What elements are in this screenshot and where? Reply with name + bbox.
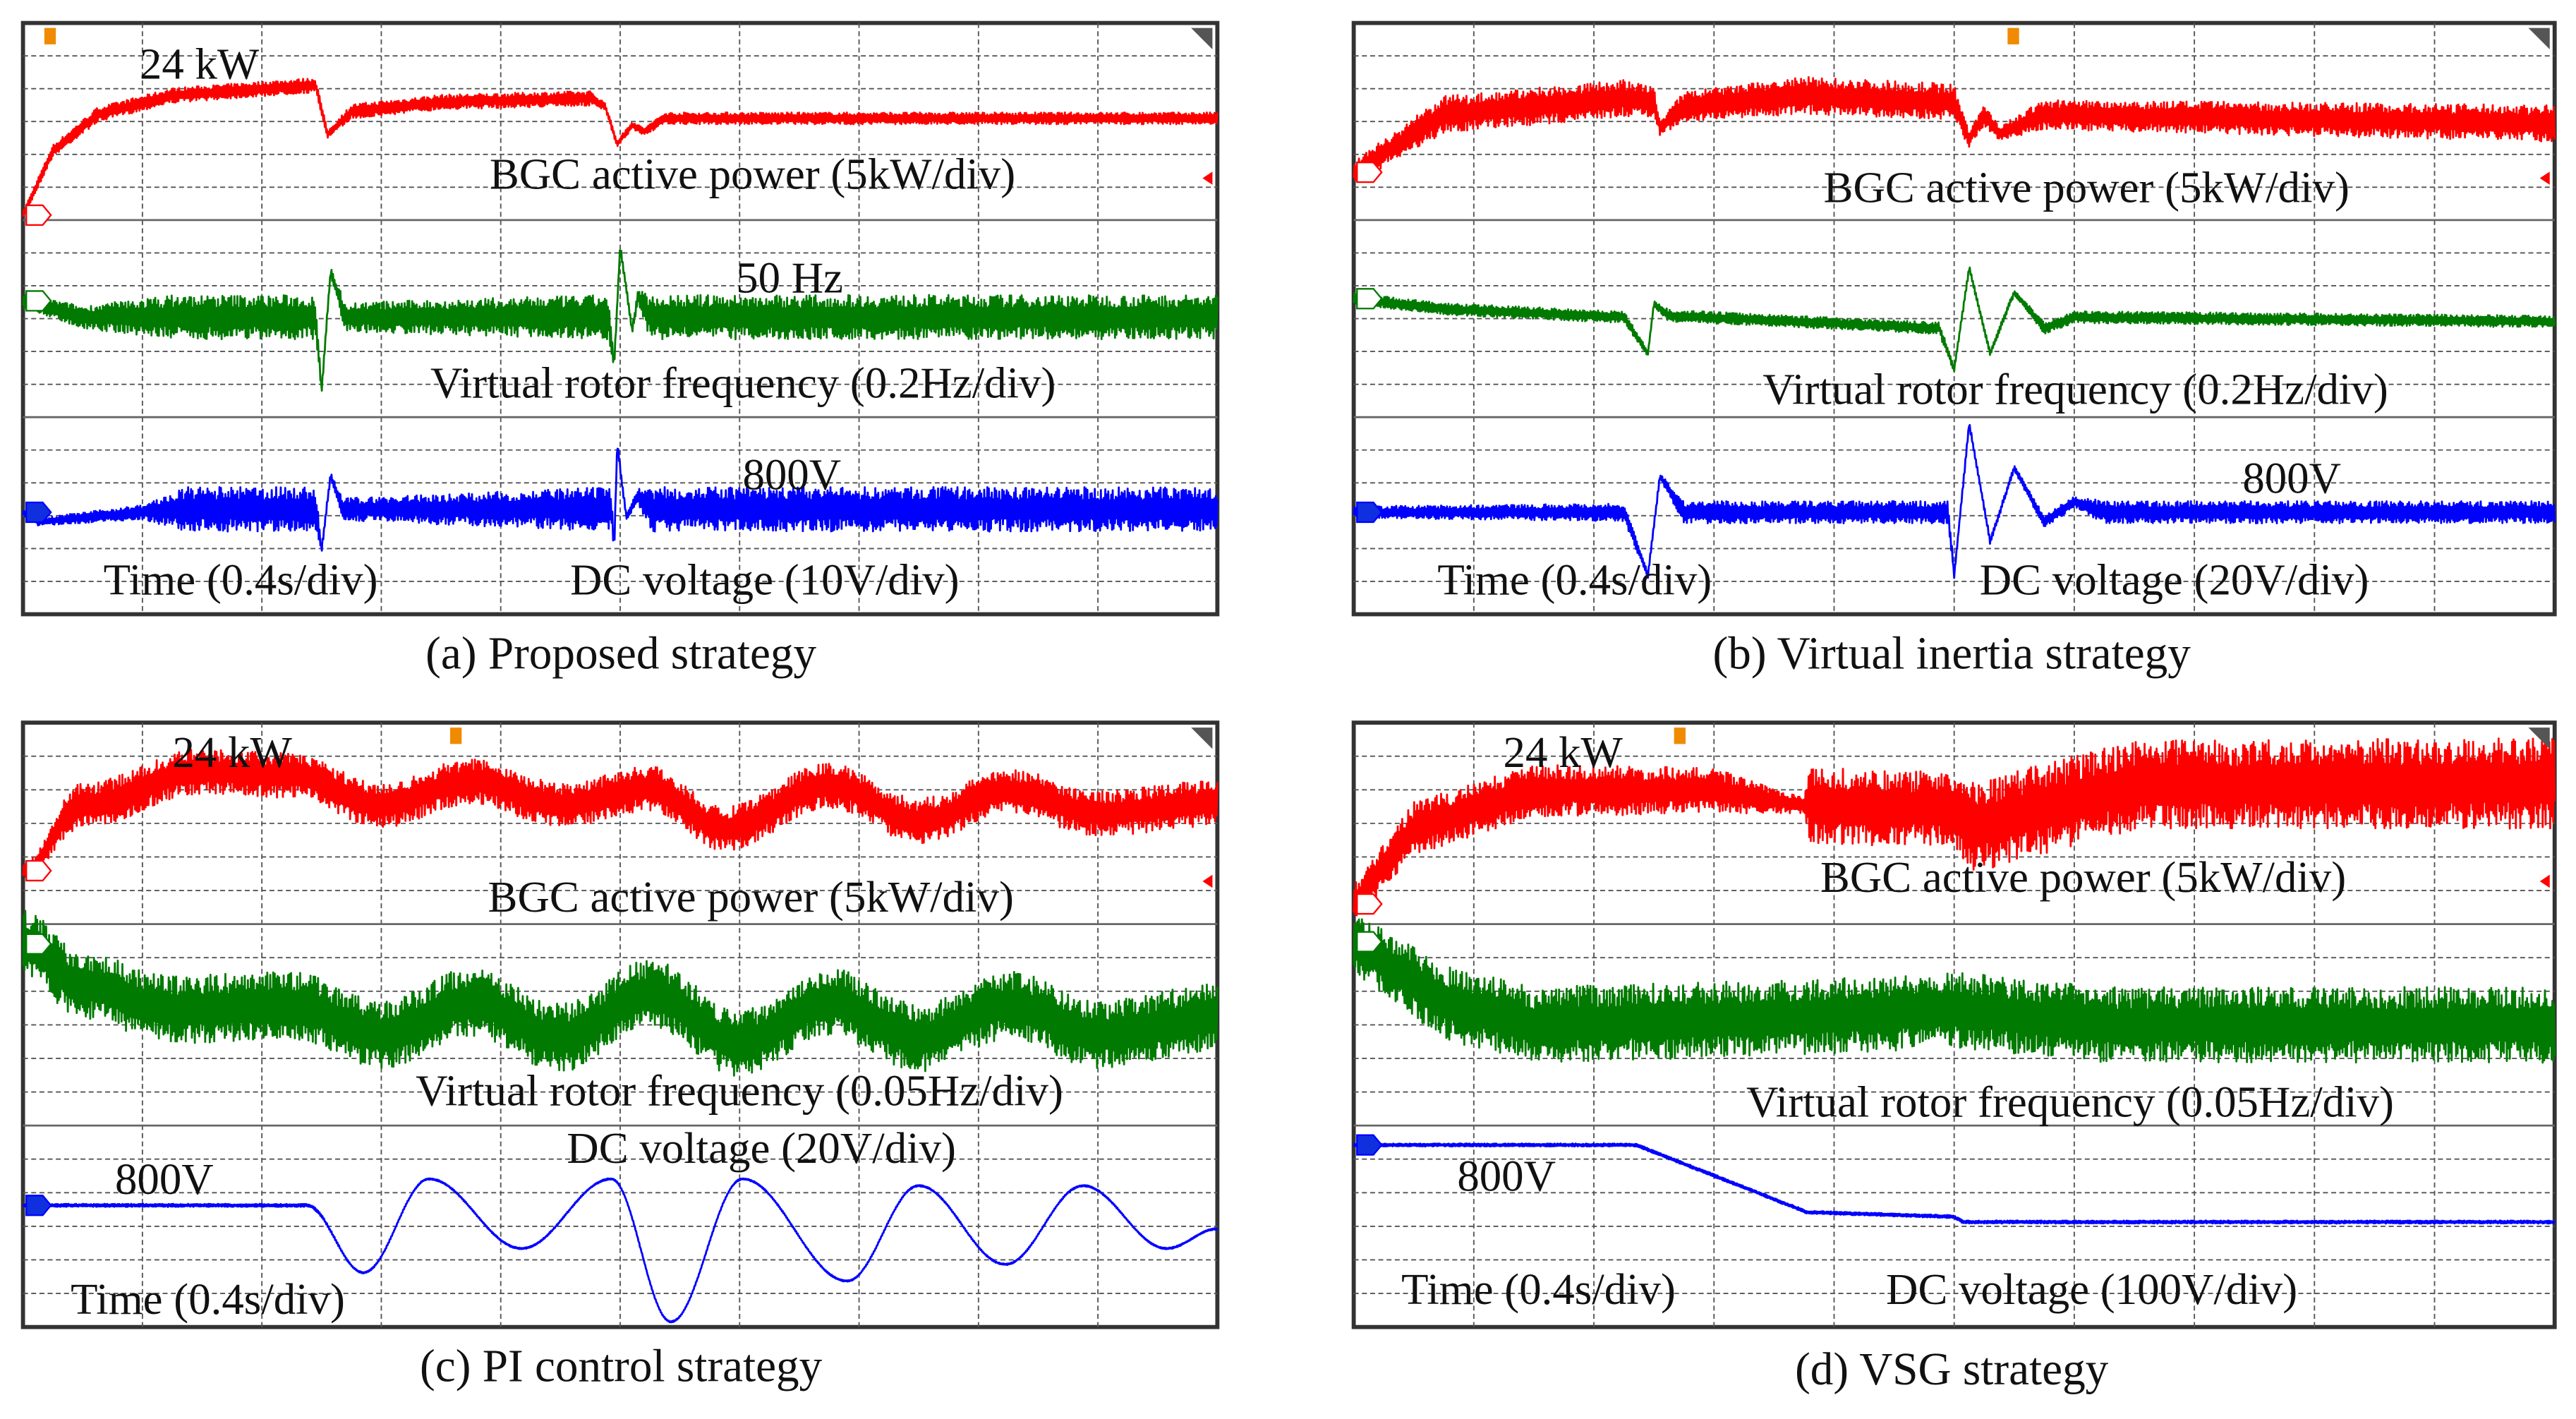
trace-virtual-rotor-frequency (22, 910, 1219, 1077)
channel-marker-icon (1356, 931, 1383, 953)
time-scale-label: Time (0.4s/div) (1437, 555, 1712, 605)
panel-caption: (a) Proposed strategy (425, 628, 816, 679)
scope-panel (1351, 720, 2557, 1329)
volt-ref-label: 800V (742, 450, 841, 500)
corner-indicator-icon (1191, 28, 1213, 49)
panel-caption: (b) Virtual inertia strategy (1713, 628, 2191, 679)
channel-marker-icon (25, 290, 52, 312)
freq-scale-label: Virtual rotor frequency (0.2Hz/div) (430, 358, 1056, 407)
trace-dc-voltage (1353, 1142, 2556, 1225)
trace-dc-voltage (22, 447, 1219, 552)
level-arrow-icon (2539, 171, 2550, 185)
trigger-marker-icon (44, 28, 56, 44)
power-scale-label: BGC active power (5kW/div) (1824, 162, 2350, 212)
channel-marker-icon (25, 859, 52, 882)
channel-marker-icon (1356, 162, 1383, 183)
power-scale-label: BGC active power (5kW/div) (490, 150, 1015, 199)
channel-marker-icon (1356, 288, 1383, 310)
volt-scale-label: DC voltage (20V/div) (567, 1123, 956, 1173)
panel-c-labels: 24 kW BGC active power (5kW/div) Virtual… (71, 727, 1063, 1391)
power-scale-label: BGC active power (5kW/div) (488, 872, 1014, 922)
trigger-marker-icon (2007, 28, 2019, 44)
freq-scale-label: Virtual rotor frequency (0.05Hz/div) (416, 1065, 1063, 1115)
volt-ref-label: 800V (115, 1154, 214, 1204)
channel-marker-icon (1356, 1134, 1383, 1156)
channel-marker-icon (25, 933, 52, 955)
freq-ref-label: 50 Hz (736, 253, 843, 302)
trigger-marker-icon (449, 727, 462, 744)
trace-bgc-active-power (1353, 737, 2556, 917)
panel-caption: (c) PI control strategy (420, 1341, 823, 1391)
panel-caption: (d) VSG strategy (1795, 1344, 2109, 1395)
volt-scale-label: DC voltage (10V/div) (570, 555, 960, 605)
channel-marker-icon (25, 501, 52, 524)
trigger-marker-icon (1674, 727, 1686, 744)
power-peak-label: 24 kW (172, 727, 292, 777)
level-arrow-icon (1202, 874, 1213, 888)
scope-panel (1351, 20, 2557, 617)
time-scale-label: Time (0.4s/div) (71, 1274, 345, 1324)
scope-panel (20, 20, 1220, 617)
trace-bgc-active-power (22, 78, 1219, 217)
power-scale-label: BGC active power (5kW/div) (1820, 852, 2346, 902)
trace-bgc-active-power (1353, 76, 2556, 181)
channel-marker-icon (1356, 893, 1383, 915)
trace-virtual-rotor-frequency (1353, 918, 2556, 1064)
panel-b-labels: BGC active power (5kW/div) Virtual rotor… (1437, 162, 2388, 679)
scope-panel (20, 720, 1220, 1329)
panel-a-labels: 24 kW BGC active power (5kW/div) 50 Hz V… (104, 40, 1056, 680)
time-scale-label: Time (0.4s/div) (1401, 1264, 1676, 1314)
trace-dc-voltage (1353, 423, 2556, 579)
volt-scale-label: DC voltage (20V/div) (1980, 555, 2369, 605)
channel-marker-icon (25, 1195, 52, 1216)
level-arrow-icon (1202, 171, 1213, 185)
power-peak-label: 24 kW (1504, 727, 1623, 777)
freq-scale-label: Virtual rotor frequency (0.2Hz/div) (1762, 365, 2388, 414)
volt-scale-label: DC voltage (100V/div) (1886, 1264, 2297, 1314)
channel-marker-icon (1356, 501, 1383, 524)
trace-virtual-rotor-frequency (1353, 266, 2556, 373)
time-scale-label: Time (0.4s/div) (104, 555, 378, 605)
power-peak-label: 24 kW (140, 40, 260, 89)
volt-ref-label: 800V (1457, 1151, 1556, 1200)
panel-d-labels: 24 kW BGC active power (5kW/div) Virtual… (1401, 727, 2394, 1395)
volt-ref-label: 800V (2242, 453, 2341, 502)
level-arrow-icon (2539, 874, 2550, 888)
freq-scale-label: Virtual rotor frequency (0.05Hz/div) (1746, 1077, 2394, 1127)
channel-marker-icon (25, 204, 52, 227)
scope-panels (20, 20, 2557, 1329)
trace-bgc-active-power (22, 749, 1219, 878)
trace-virtual-rotor-frequency (22, 249, 1219, 392)
trace-dc-voltage (22, 1177, 1219, 1324)
corner-indicator-icon (1191, 727, 1213, 749)
